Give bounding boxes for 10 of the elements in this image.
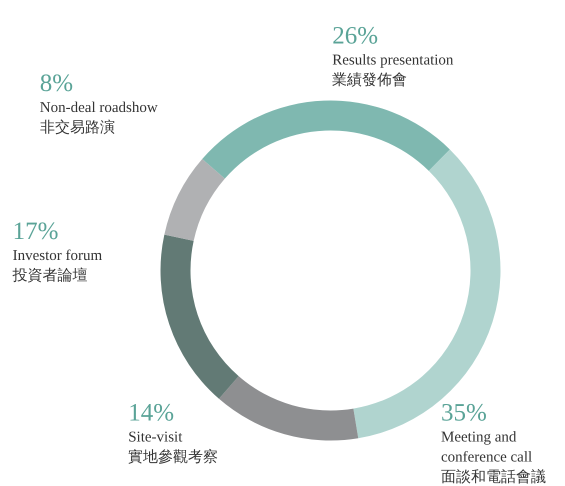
data-label: 14% (128, 400, 174, 427)
data-label: 17% (12, 218, 58, 245)
slice-label: Non-deal roadshow 非交易路演 (40, 100, 158, 136)
data-label: 26% (332, 22, 378, 50)
slice-label: Meeting and conference call 面談和電話會議 (441, 430, 546, 486)
slice-label: Results presentation 業績發佈會 (332, 52, 454, 88)
slice-label: Site-visit 實地參觀考察 (128, 430, 218, 466)
data-label: 35% (441, 400, 487, 427)
slice-label: Investor forum 投資者論壇 (12, 248, 102, 284)
data-label: 8% (40, 70, 74, 97)
